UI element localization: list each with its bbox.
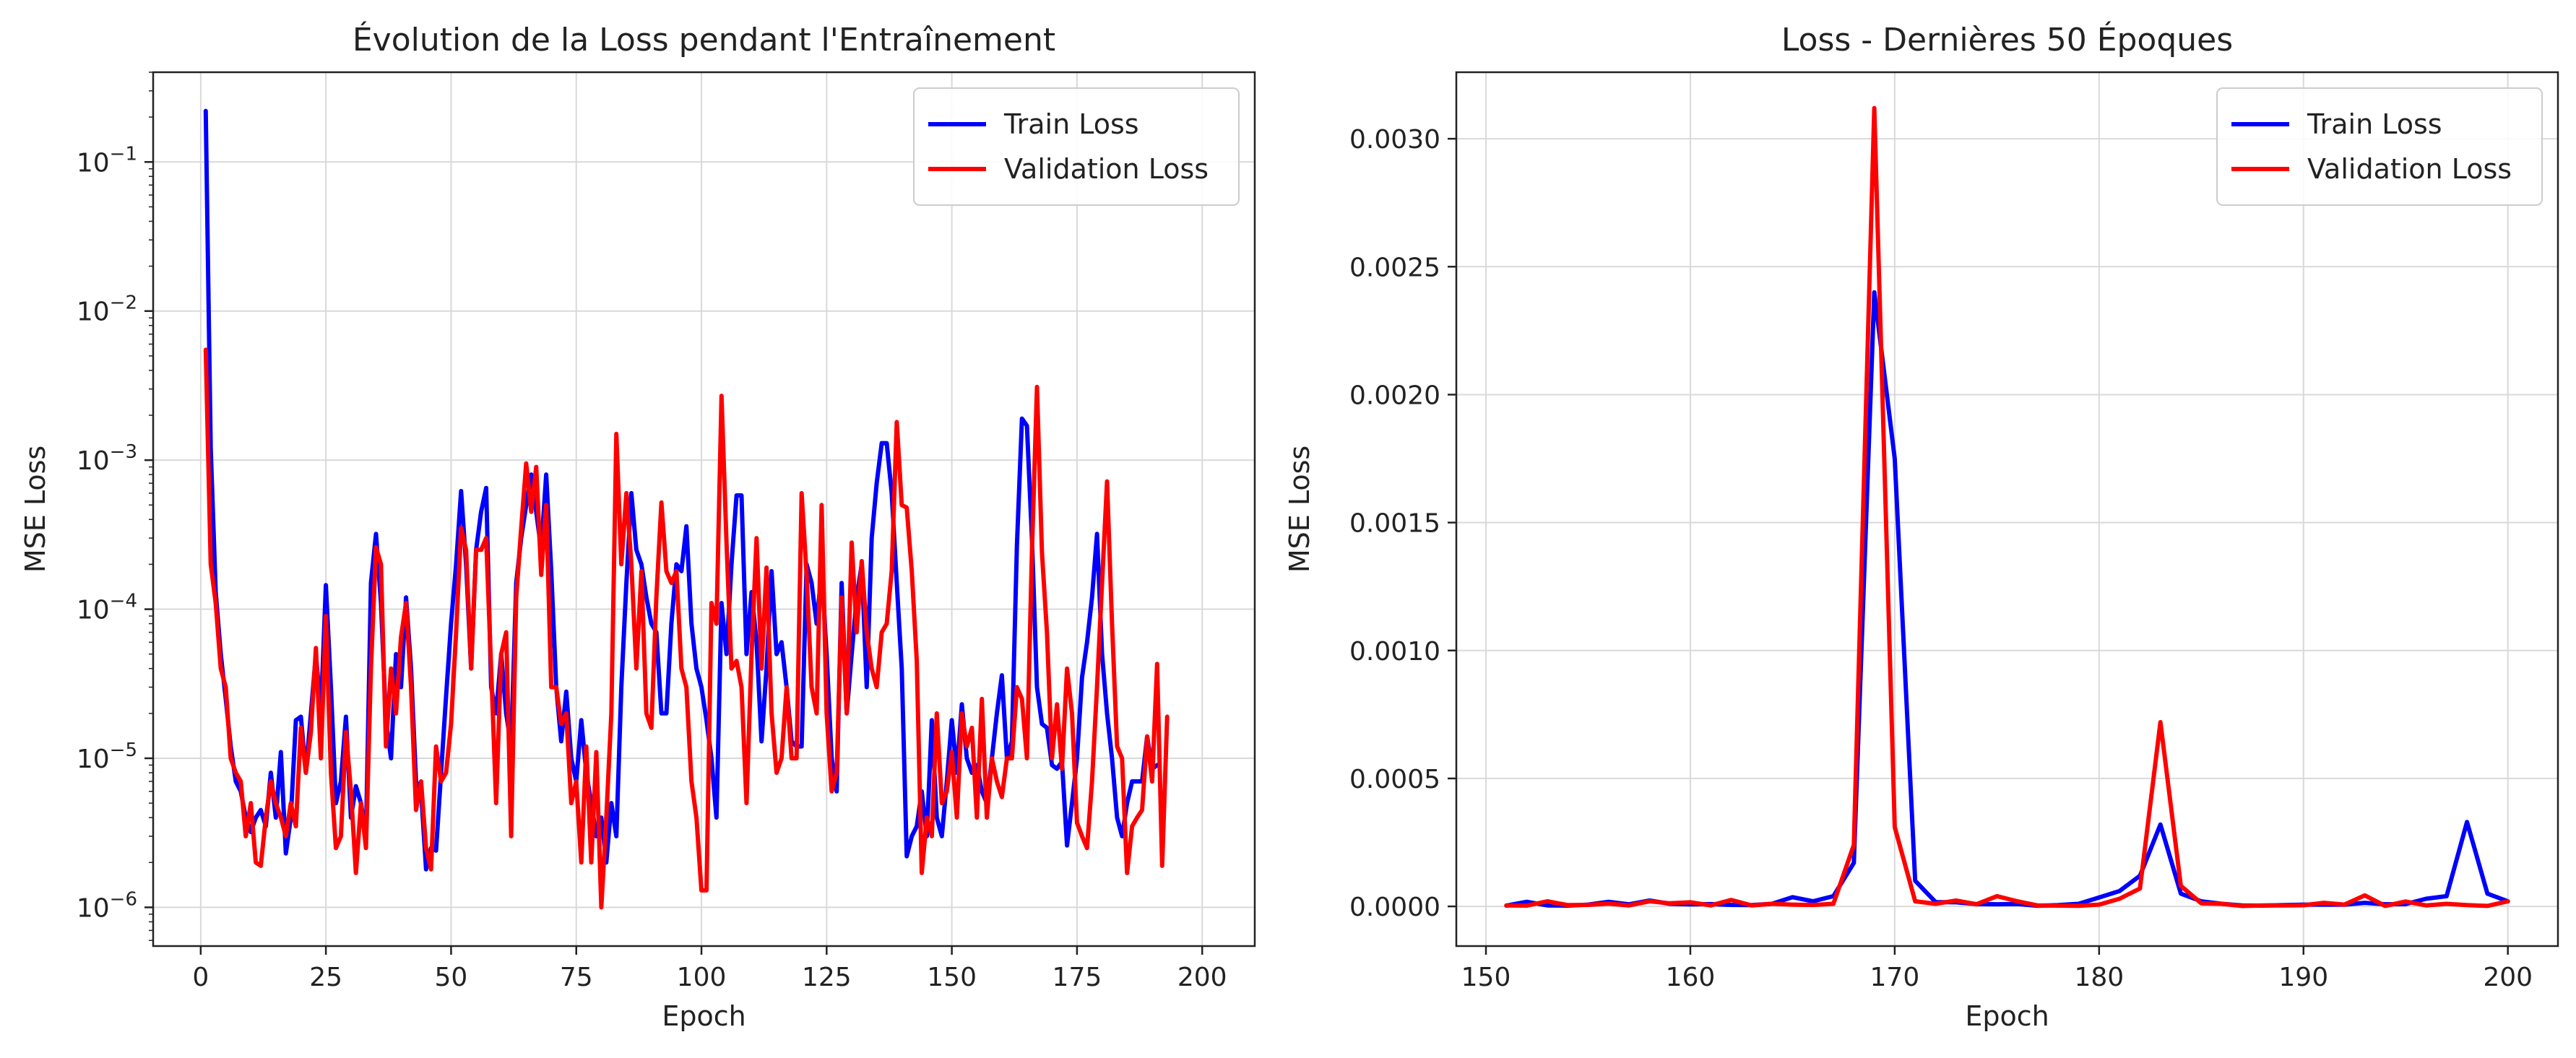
y-tick-exponent: −5	[110, 740, 137, 761]
y-tick-label: 0.0020	[1349, 381, 1440, 410]
y-tick-label: 0.0015	[1349, 509, 1440, 539]
y-tick-exponent: −2	[110, 292, 137, 314]
y-tick-label: 0.0030	[1349, 125, 1440, 155]
x-axis-label: Epoch	[1965, 1000, 2049, 1032]
chart-title: Loss - Dernières 50 Époques	[1781, 20, 2233, 58]
y-tick-base: 10	[77, 596, 110, 625]
legend-label: Train Loss	[2307, 108, 2442, 140]
y-tick-label: 0.0010	[1349, 637, 1440, 667]
x-tick-label: 175	[1053, 963, 1102, 992]
x-tick-label: 25	[309, 963, 342, 992]
series-lines	[1504, 105, 2510, 909]
y-tick-exponent: −3	[110, 441, 137, 463]
legend-label: Validation Loss	[1004, 153, 1209, 185]
x-tick-label: 160	[1666, 963, 1716, 992]
x-tick-label: 200	[2483, 963, 2533, 992]
chart-title: Évolution de la Loss pendant l'Entraînem…	[353, 20, 1055, 58]
y-tick-base: 10	[77, 446, 110, 476]
y-tick-label: 10−4	[77, 591, 137, 625]
y-tick-label: 10−6	[77, 888, 137, 923]
y-axis-label: MSE Loss	[20, 446, 51, 573]
grid	[153, 72, 1255, 946]
y-tick-exponent: −4	[110, 591, 137, 612]
series-line-validation	[203, 347, 1170, 910]
chart-panel-2: 150 160 170 180 190 200 0.0000 0.0005 0.0010 0.00…	[1284, 20, 2559, 1032]
y-tick-base: 10	[77, 893, 110, 923]
x-tick-label: 100	[677, 963, 727, 992]
legend-label: Validation Loss	[2307, 153, 2512, 185]
y-tick-exponent: −1	[110, 143, 137, 165]
y-tick-base: 10	[77, 745, 110, 774]
x-tick-label: 150	[927, 963, 977, 992]
y-tick-label: 0.0005	[1349, 765, 1440, 794]
legend-box	[913, 87, 1240, 206]
x-tick-label: 150	[1461, 963, 1511, 992]
legend-label: Train Loss	[1003, 108, 1139, 140]
legend: Train Loss Validation Loss	[913, 87, 1240, 206]
chart-panel-1: 0 25 50 75 100 125 150 175 20010−610−510−410−310…	[20, 20, 1256, 1032]
x-tick-label: 180	[2074, 963, 2124, 992]
x-tick-label: 125	[802, 963, 852, 992]
x-axis-label: Epoch	[662, 1000, 745, 1032]
series-lines	[203, 108, 1170, 910]
y-axis-label: MSE Loss	[1284, 446, 1315, 573]
series-line-validation	[1504, 105, 2510, 909]
y-tick-label: 10−3	[77, 441, 137, 476]
y-tick-label: 10−5	[77, 740, 137, 774]
x-tick-label: 200	[1177, 963, 1227, 992]
y-tick-base: 10	[77, 148, 110, 178]
series-line-train	[1504, 290, 2510, 909]
grid	[1456, 72, 2558, 946]
y-tick-label: 10−2	[77, 292, 137, 327]
x-tick-label: 190	[2278, 963, 2328, 992]
x-tick-label: 50	[435, 963, 468, 992]
y-tick-label: 0.0000	[1349, 893, 1440, 922]
x-tick-label: 170	[1870, 963, 1920, 992]
x-tick-label: 75	[560, 963, 593, 992]
y-tick-exponent: −6	[110, 888, 137, 910]
x-tick-label: 0	[192, 963, 209, 992]
axes-frame	[1455, 71, 2559, 948]
legend: Train Loss Validation Loss	[2216, 87, 2543, 206]
y-tick-label: 0.0025	[1349, 253, 1440, 282]
y-tick-label: 10−1	[77, 143, 137, 178]
y-tick-base: 10	[77, 298, 110, 327]
legend-box	[2216, 87, 2543, 206]
axes-frame	[152, 71, 1256, 948]
